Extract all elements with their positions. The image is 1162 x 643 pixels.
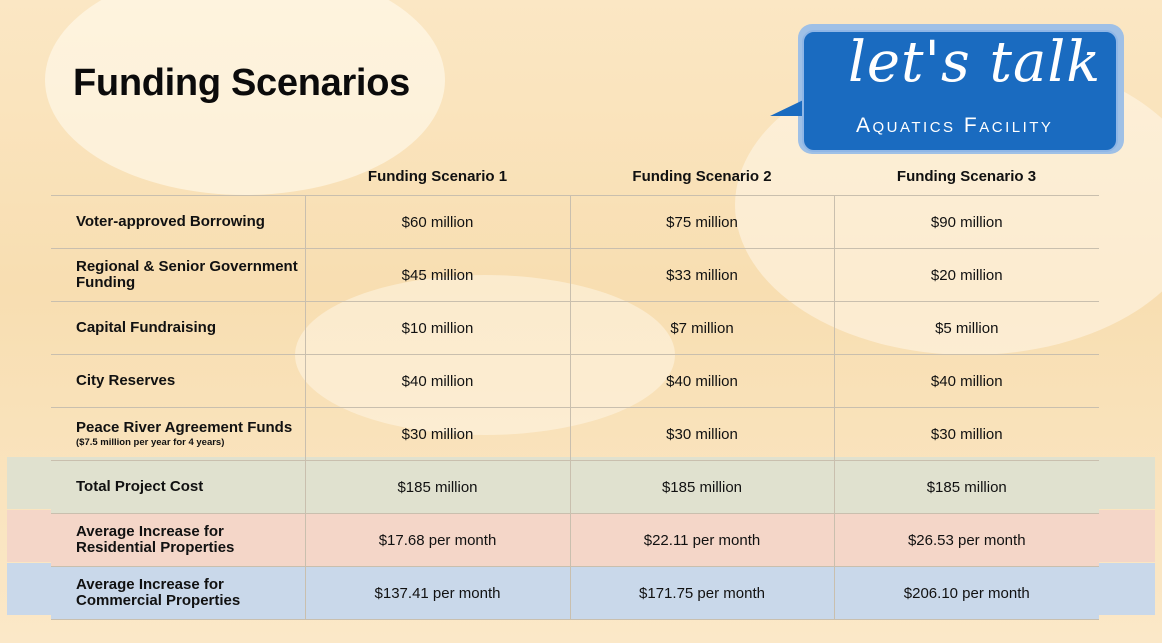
cell-scenario-1: $40 million — [304, 354, 570, 408]
cell-scenario-3: $26.53 per month — [833, 513, 1099, 567]
cell-scenario-2: $30 million — [569, 407, 834, 461]
cell-scenario-3: $185 million — [833, 460, 1099, 514]
row-label: Peace River Agreement Funds ($7.5 millio… — [51, 407, 305, 461]
row-label-text: Peace River Agreement Funds — [76, 418, 293, 436]
row-label-text: Average Increase for Residential Propert… — [76, 523, 235, 556]
cell-scenario-1: $185 million — [304, 460, 570, 514]
cell-scenario-3: $40 million — [833, 354, 1099, 408]
row-label-text: City Reserves — [76, 372, 176, 389]
cell-scenario-3: $30 million — [833, 407, 1099, 461]
table-row: Regional & Senior Government Funding $45… — [51, 248, 1099, 302]
row-label-text: Voter-approved Borrowing — [76, 213, 265, 230]
row-label-text: Capital Fundraising — [76, 319, 217, 336]
cell-scenario-3: $5 million — [833, 301, 1099, 355]
table-row-commercial: Average Increase for Commercial Properti… — [51, 566, 1099, 620]
row-label: Voter-approved Borrowing — [51, 195, 305, 249]
cell-scenario-2: $7 million — [569, 301, 834, 355]
cell-scenario-2: $40 million — [569, 354, 834, 408]
cell-scenario-1: $17.68 per month — [304, 513, 570, 567]
table-row: Voter-approved Borrowing $60 million $75… — [51, 195, 1099, 249]
table-row: Peace River Agreement Funds ($7.5 millio… — [51, 407, 1099, 461]
page-title: Funding Scenarios — [73, 62, 410, 104]
row-label: City Reserves — [51, 354, 305, 408]
cell-scenario-2: $33 million — [569, 248, 834, 302]
header-empty — [51, 157, 305, 196]
row-label-note: ($7.5 million per year for 4 years) — [76, 436, 225, 448]
table-row: Capital Fundraising $10 million $7 milli… — [51, 301, 1099, 355]
cell-scenario-2: $185 million — [569, 460, 834, 514]
cell-scenario-1: $60 million — [304, 195, 570, 249]
table-row-total: Total Project Cost $185 million $185 mil… — [51, 460, 1099, 514]
logo-box — [802, 30, 1118, 152]
cell-scenario-2: $22.11 per month — [569, 513, 834, 567]
row-label-text: Total Project Cost — [76, 478, 204, 495]
header-scenario-1: Funding Scenario 1 — [305, 157, 570, 196]
header-scenario-3: Funding Scenario 3 — [834, 157, 1099, 196]
row-label: Average Increase for Residential Propert… — [51, 513, 305, 567]
row-label: Average Increase for Commercial Properti… — [51, 566, 305, 620]
row-label: Capital Fundraising — [51, 301, 305, 355]
cell-scenario-2: $75 million — [569, 195, 834, 249]
cell-scenario-1: $30 million — [304, 407, 570, 461]
cell-scenario-1: $10 million — [304, 301, 570, 355]
row-label-text: Regional & Senior Government Funding — [76, 258, 298, 291]
cell-scenario-3: $90 million — [833, 195, 1099, 249]
row-label-text: Average Increase for Commercial Properti… — [76, 576, 241, 609]
table-header-row: Funding Scenario 1 Funding Scenario 2 Fu… — [51, 157, 1099, 196]
cell-scenario-3: $206.10 per month — [833, 566, 1099, 620]
row-label: Regional & Senior Government Funding — [51, 248, 305, 302]
header-scenario-2: Funding Scenario 2 — [570, 157, 834, 196]
cell-scenario-1: $137.41 per month — [304, 566, 570, 620]
funding-table: Funding Scenario 1 Funding Scenario 2 Fu… — [51, 157, 1099, 620]
lets-talk-logo: let's talk Aquatics Facility — [768, 20, 1128, 160]
table-row-residential: Average Increase for Residential Propert… — [51, 513, 1099, 567]
cell-scenario-2: $171.75 per month — [569, 566, 834, 620]
cell-scenario-3: $20 million — [833, 248, 1099, 302]
cell-scenario-1: $45 million — [304, 248, 570, 302]
row-label: Total Project Cost — [51, 460, 305, 514]
logo-sub-text: Aquatics Facility — [856, 114, 1054, 137]
table-row: City Reserves $40 million $40 million $4… — [51, 354, 1099, 408]
logo-main-text: let's talk — [848, 30, 1102, 95]
